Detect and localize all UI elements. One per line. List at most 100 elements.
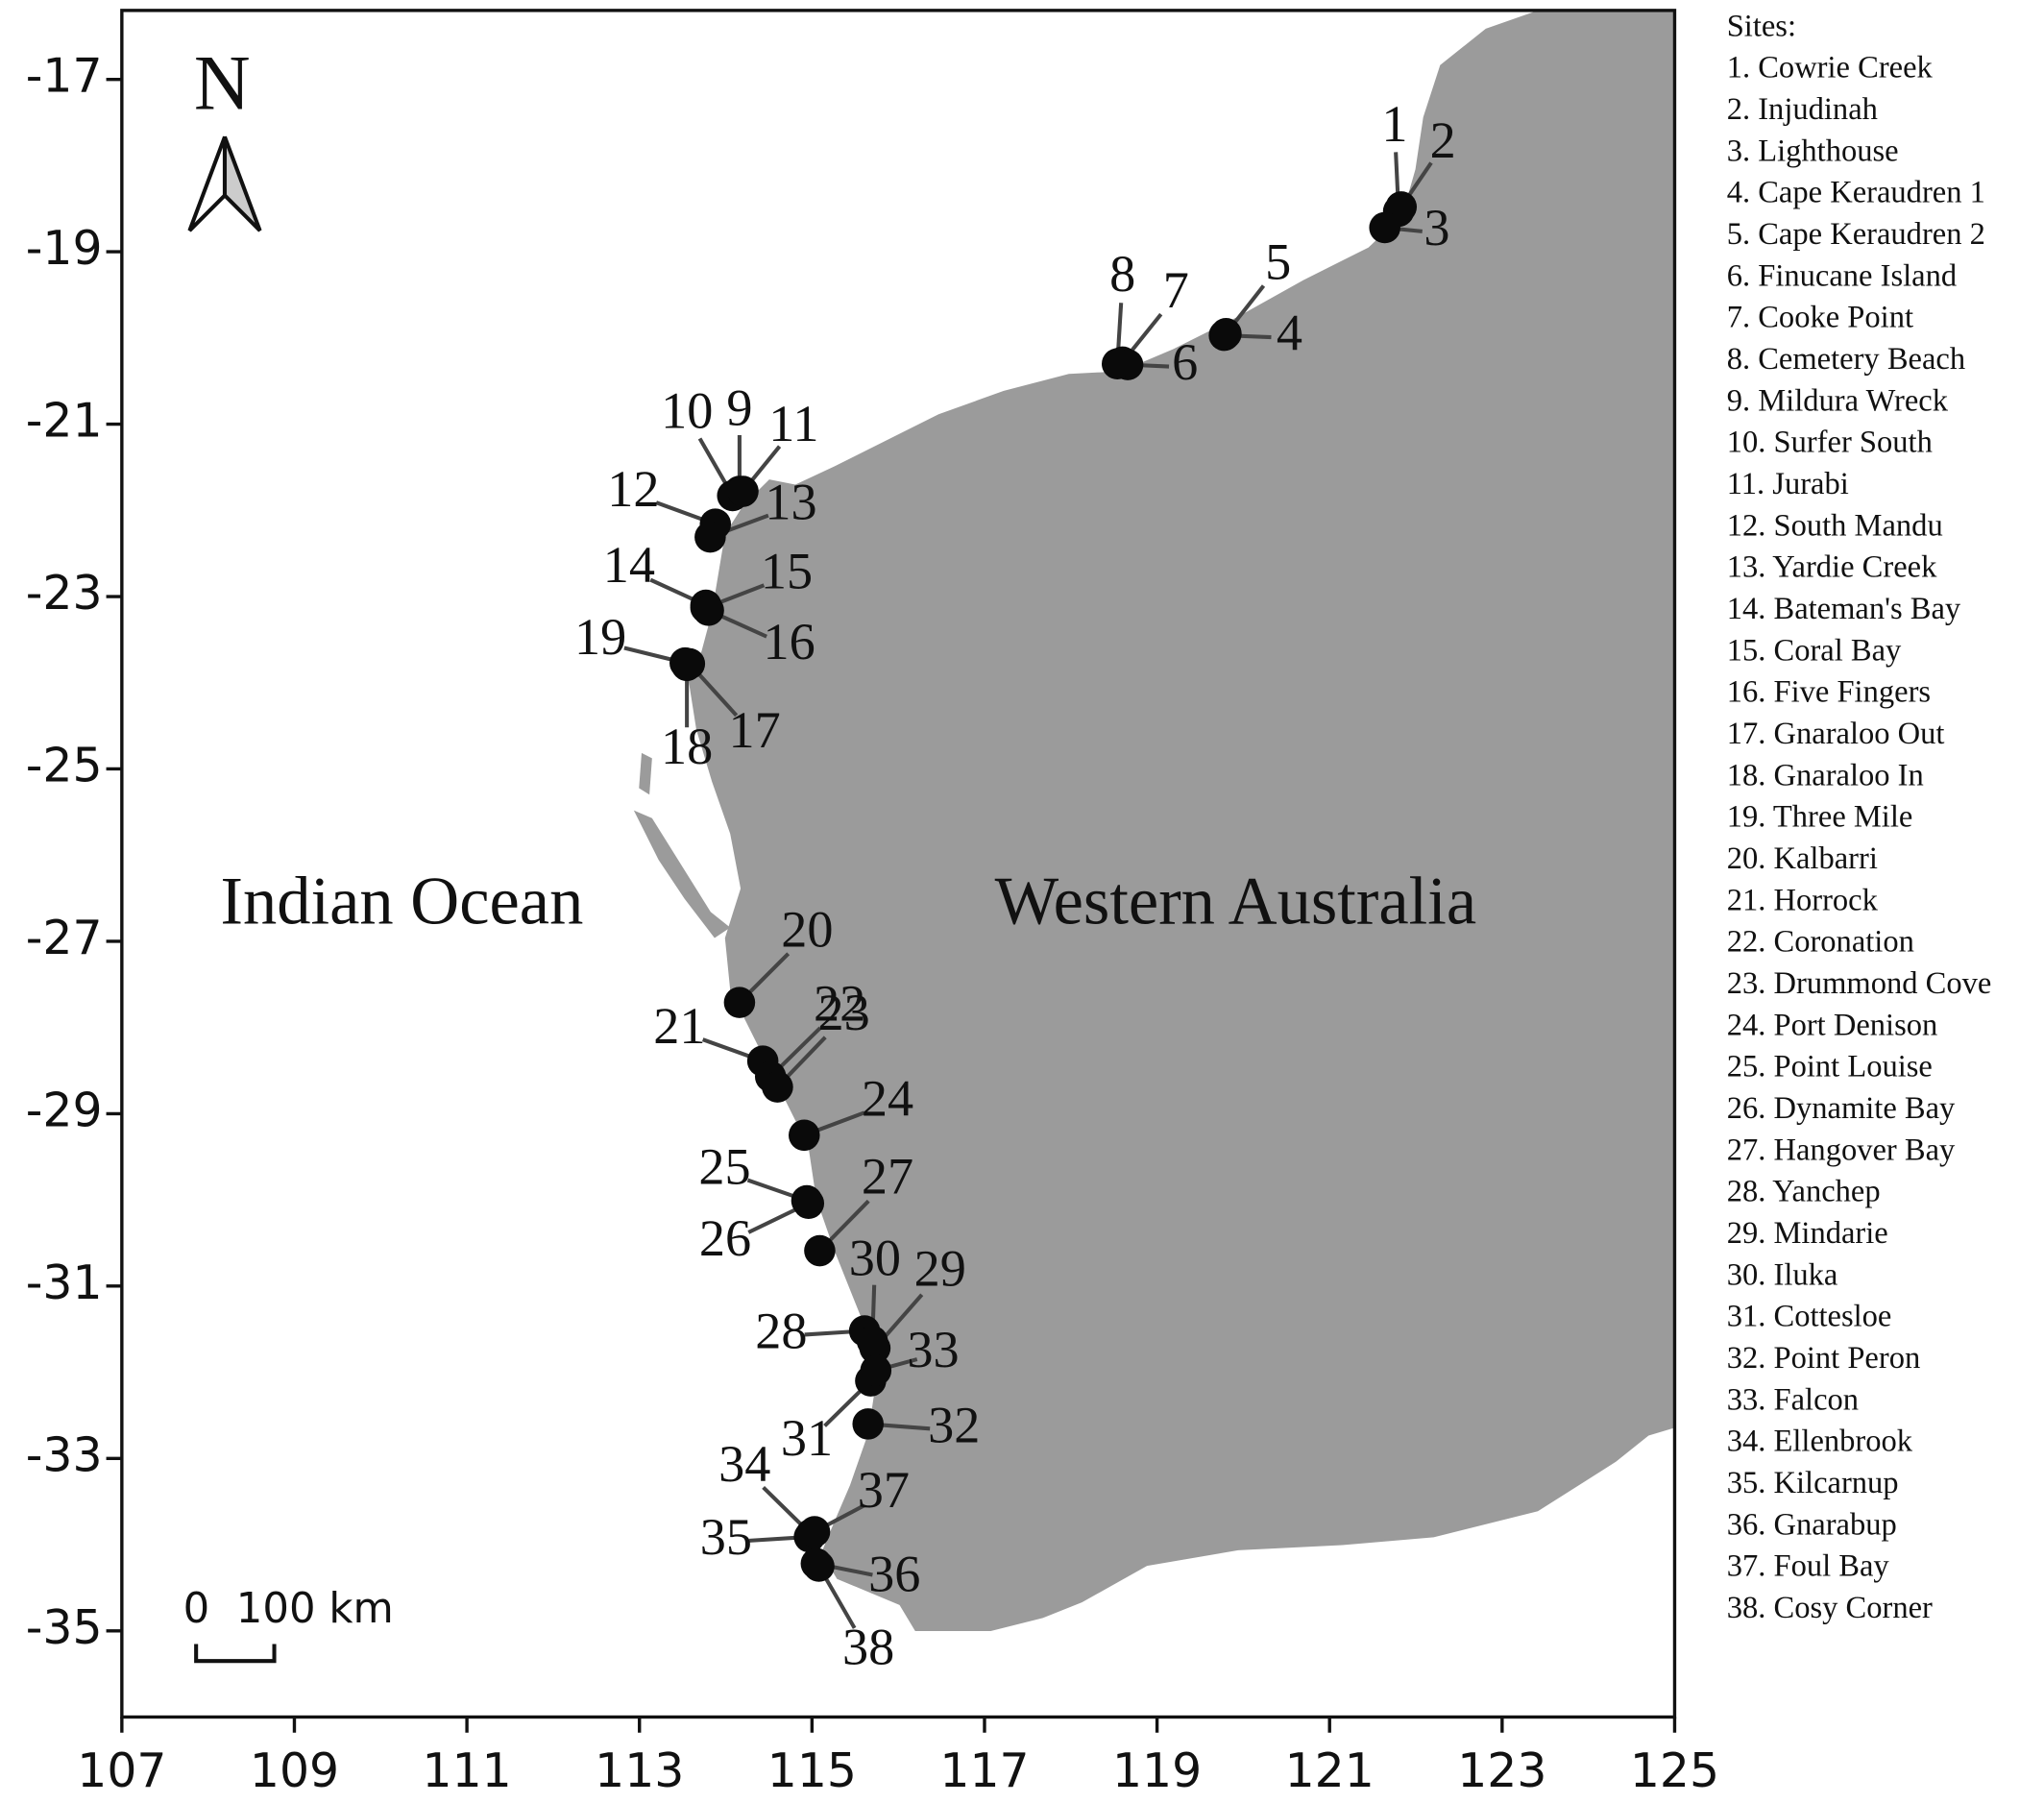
x-tick-label: 117: [939, 1743, 1029, 1798]
site-label: 25: [698, 1138, 750, 1196]
site-marker: [723, 987, 756, 1018]
legend-entry: 25. Point Louise: [1727, 1050, 1933, 1084]
legend-title: Sites:: [1727, 9, 1796, 43]
site-marker: [792, 1187, 825, 1219]
site-label: 6: [1172, 333, 1198, 391]
site-label: 10: [661, 382, 713, 440]
site-label: 23: [817, 984, 869, 1041]
legend-entry: 3. Lighthouse: [1727, 134, 1899, 168]
land-label: Western Australia: [995, 864, 1477, 938]
y-tick-label: -23: [26, 566, 103, 621]
scale-bar: [194, 1644, 277, 1664]
scale-label: 0 100 km: [183, 1585, 394, 1633]
legend-entry: 26. Dynamite Bay: [1727, 1091, 1956, 1126]
site-marker: [1210, 318, 1242, 350]
legend-entry: 7. Cooke Point: [1727, 301, 1913, 335]
site-marker: [669, 646, 701, 679]
site-label: 37: [858, 1461, 910, 1519]
y-tick-label: -25: [26, 738, 103, 792]
site-label: 30: [849, 1229, 901, 1286]
legend-entry: 16. Five Fingers: [1727, 675, 1931, 710]
site-label: 24: [862, 1070, 913, 1128]
site-label: 15: [761, 543, 813, 600]
site-label: 29: [914, 1240, 966, 1298]
x-tick-label: 109: [250, 1743, 339, 1798]
x-tick-label: 119: [1112, 1743, 1202, 1798]
legend-entry: 18. Gnaraloo In: [1727, 758, 1924, 792]
map-frame: [120, 9, 1677, 1719]
legend-entry: 28. Yanchep: [1727, 1175, 1881, 1209]
site-marker: [1102, 348, 1133, 380]
legend-entry: 35. Kilcarnup: [1727, 1466, 1899, 1500]
ocean-label: Indian Ocean: [221, 864, 584, 938]
legend-entry: 38. Cosy Corner: [1727, 1591, 1933, 1625]
legend-entry: 31. Cottesloe: [1727, 1300, 1892, 1334]
legend-entry: 36. Gnarabup: [1727, 1507, 1897, 1542]
legend-entry: 15. Coral Bay: [1727, 633, 1902, 668]
site-marker: [788, 1119, 820, 1152]
y-tick-label: -27: [26, 911, 103, 965]
x-tick-label: 107: [77, 1743, 166, 1798]
site-marker: [727, 475, 759, 507]
y-tick-label: -33: [26, 1427, 103, 1482]
site-label: 38: [842, 1618, 894, 1675]
legend-entry: 24. Port Denison: [1727, 1008, 1938, 1042]
island: [639, 752, 652, 795]
site-label: 1: [1381, 95, 1407, 153]
legend-entry: 30. Iluka: [1727, 1257, 1838, 1292]
site-label: 17: [729, 701, 781, 759]
legend-entry: 21. Horrock: [1727, 883, 1879, 917]
site-label: 31: [781, 1409, 833, 1467]
x-tick-label: 121: [1285, 1743, 1375, 1798]
site-label: 27: [862, 1148, 913, 1206]
site-label: 22: [814, 975, 865, 1033]
legend-entry: 11. Jurabi: [1727, 467, 1849, 501]
legend-entry: 5. Cape Keraudren 2: [1727, 217, 1985, 252]
site-marker: [1369, 211, 1400, 244]
site-label: 9: [726, 379, 752, 437]
site-label: 32: [928, 1397, 980, 1454]
x-tick-label: 125: [1630, 1743, 1719, 1798]
site-label: 2: [1430, 111, 1456, 169]
site-label: 16: [764, 613, 815, 670]
site-label: 20: [781, 901, 833, 959]
y-tick-label: -29: [26, 1083, 103, 1137]
north-arrow-left: [187, 135, 228, 232]
land-layer: [633, 10, 1675, 1631]
legend-entry: 2. Injudinah: [1727, 92, 1878, 127]
legend-entry: 27. Hangover Bay: [1727, 1133, 1956, 1167]
site-marker: [804, 1234, 836, 1267]
site-label: 5: [1265, 233, 1291, 291]
site-label: 13: [765, 473, 816, 530]
site-label: 3: [1424, 199, 1449, 256]
legend-entry: 32. Point Peron: [1727, 1341, 1921, 1376]
site-label: 26: [699, 1209, 751, 1267]
north-arrow-right: [222, 135, 262, 232]
x-tick-label: 123: [1457, 1743, 1546, 1798]
site-label: 36: [868, 1545, 920, 1602]
legend-entry: 14. Bateman's Bay: [1727, 592, 1961, 626]
site-marker: [798, 1516, 831, 1547]
site-marker: [852, 1408, 885, 1440]
y-tick-label: -35: [26, 1600, 103, 1655]
site-label: 35: [700, 1508, 752, 1566]
legend-entry: 4. Cape Keraudren 1: [1727, 176, 1985, 210]
site-label: 18: [661, 718, 713, 775]
site-label: 8: [1109, 245, 1135, 303]
legend-entry: 19. Three Mile: [1727, 800, 1913, 835]
legend-entry: 1. Cowrie Creek: [1727, 51, 1934, 85]
y-tick-label: -21: [26, 394, 103, 449]
site-label: 19: [574, 608, 626, 666]
x-tick-label: 111: [423, 1743, 512, 1798]
north-label: N: [194, 39, 251, 127]
legend-entry: 20. Kalbarri: [1727, 841, 1878, 876]
site-label: 34: [718, 1435, 770, 1493]
legend-entry: 22. Coronation: [1727, 925, 1914, 960]
site-marker: [803, 1550, 835, 1582]
x-tick-label: 113: [595, 1743, 684, 1798]
site-label: 28: [755, 1302, 807, 1359]
legend-entry: 23. Drummond Cove: [1727, 966, 1992, 1001]
legend-entry: 8. Cemetery Beach: [1727, 342, 1965, 377]
legend-entry: 6. Finucane Island: [1727, 258, 1957, 293]
